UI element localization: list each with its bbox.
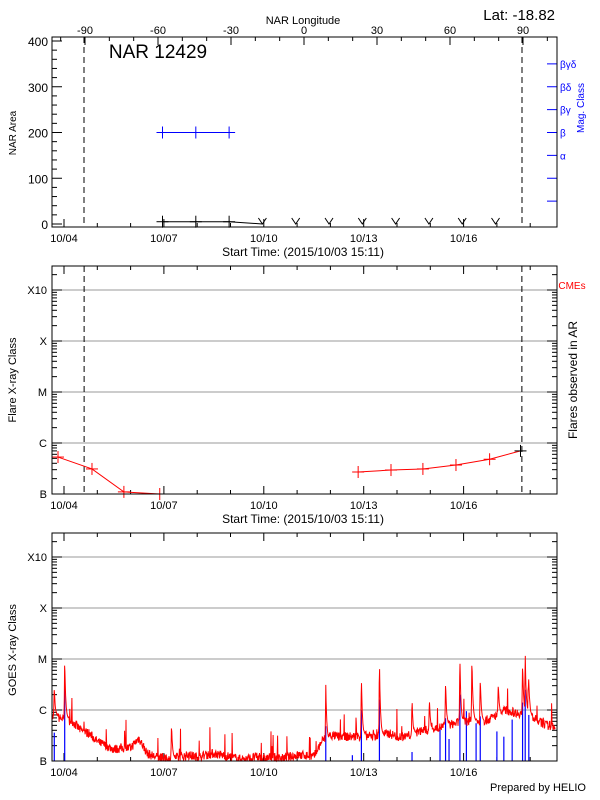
y-tick-label: 0 [41, 218, 48, 232]
x-tick-label: 10/10 [250, 500, 278, 512]
annotation-latitude: Lat: -18.82 [483, 7, 555, 24]
x-tick-label: 10/13 [350, 767, 378, 779]
x-tick-label: 10/16 [450, 767, 478, 779]
x-tick-label: 10/04 [50, 767, 78, 779]
x-tick-label: 10/13 [350, 500, 378, 512]
mag-class-label: βγ [560, 106, 571, 117]
x-tick-label: 10/04 [50, 233, 78, 245]
footer-credit: Prepared by HELIO [490, 782, 586, 794]
x-tick-label: 10/07 [150, 767, 178, 779]
x-tick-label: 10/13 [350, 233, 378, 245]
y-tick-label: X [40, 336, 48, 348]
x-tick-label: 10/07 [150, 233, 178, 245]
y-tick-label: X10 [27, 285, 47, 297]
panel-title: NAR 12429 [109, 42, 207, 63]
mag-class-label: α [560, 151, 566, 162]
x-tick-label: 10/16 [450, 233, 478, 245]
mag-class-label: βδ [560, 83, 572, 94]
x2-axis-title: NAR Longitude [266, 15, 341, 27]
zero-area-marker [491, 217, 500, 225]
y-axis-title: Flare X-ray Class [7, 337, 19, 422]
zero-area-marker [391, 217, 401, 225]
mag-class-label: βγδ [560, 60, 577, 71]
x2-tick-label: 60 [444, 25, 456, 37]
y-axis-title: GOES X-ray Class [7, 604, 19, 696]
y-tick-label: 300 [28, 81, 48, 95]
y-tick-label: C [39, 705, 47, 717]
x2-tick-label: -90 [77, 25, 93, 37]
cme-legend: CMEs [558, 281, 585, 292]
x-axis-title: Start Time: (2015/10/03 15:11) [222, 245, 384, 259]
zero-area-marker [257, 217, 267, 225]
flare-line [57, 456, 160, 495]
mag-class-label: β [560, 129, 566, 140]
zero-area-marker [324, 217, 334, 225]
y-tick-label: B [40, 756, 47, 768]
x-axis-title: Start Time: (2015/10/03 15:11) [222, 512, 384, 526]
goes-panel-frame [51, 532, 558, 762]
y-axis-title: NAR Area [8, 110, 19, 155]
y-tick-label: B [40, 489, 47, 501]
x2-tick-label: 30 [371, 25, 383, 37]
goes-flux-line [51, 655, 556, 763]
y-tick-label: C [39, 438, 47, 450]
zero-area-marker [424, 217, 434, 225]
y-tick-label: X10 [27, 552, 47, 564]
y2-axis-title: Flares observed in AR [566, 321, 580, 439]
x-tick-label: 10/10 [250, 767, 278, 779]
zero-area-marker [457, 217, 467, 225]
zero-area-marker [357, 217, 367, 225]
area-panel-frame [51, 36, 558, 228]
y2-axis-title: Mag. Class [576, 83, 587, 133]
y-tick-label: 100 [28, 172, 48, 186]
x2-tick-label: -30 [223, 25, 239, 37]
x-tick-label: 10/04 [50, 500, 78, 512]
y-tick-label: X [40, 603, 48, 615]
zero-area-marker [291, 217, 301, 225]
flare-line [358, 450, 521, 473]
x-tick-label: 10/10 [250, 233, 278, 245]
x-tick-label: 10/16 [450, 500, 478, 512]
y-tick-label: M [38, 654, 47, 666]
flare-panel-frame [51, 265, 558, 495]
area-line [162, 221, 263, 225]
x-tick-label: 10/07 [150, 500, 178, 512]
x2-tick-label: 0 [301, 25, 307, 37]
x2-tick-label: -60 [150, 25, 166, 37]
x2-tick-label: 90 [517, 25, 529, 37]
y-tick-label: M [38, 387, 47, 399]
y-tick-label: 200 [28, 127, 48, 141]
y-tick-label: 400 [28, 35, 48, 49]
